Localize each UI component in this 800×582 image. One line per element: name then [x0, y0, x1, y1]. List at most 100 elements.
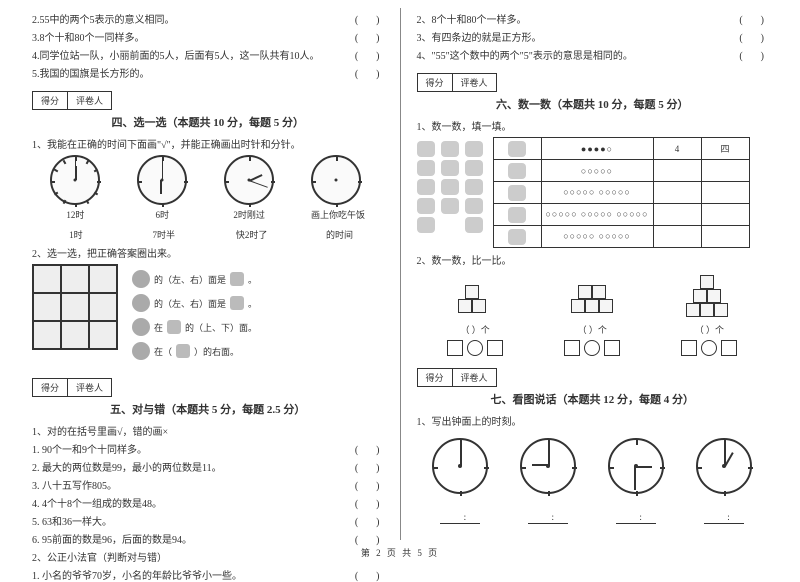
animal-icon: [508, 207, 526, 223]
score-box: 得分 评卷人: [417, 368, 497, 387]
page-footer: 第 2 页 共 5 页: [0, 546, 800, 559]
marker-label: 评卷人: [453, 74, 496, 91]
fill-text: 的（上、下）面。: [185, 321, 257, 334]
item-num: 3、: [417, 33, 432, 44]
clock-icon: [50, 155, 100, 205]
s5-q1: 1、对的在括号里画√，错的画×: [32, 423, 384, 438]
clocks-row: 12时 6时 2时刚过 画上你吃午饭: [32, 155, 384, 221]
square-icon: [564, 340, 580, 356]
item-num: 3.: [32, 33, 40, 44]
tf-item: 1. 小名的爷爷70岁，小名的年龄比爷爷小一些。( ): [32, 567, 384, 582]
score-box: 得分 评卷人: [417, 73, 497, 92]
fruit-icon: [132, 318, 150, 336]
square-icon: [721, 340, 737, 356]
cube-label: （ ）个: [578, 323, 607, 336]
paren: ( ): [739, 29, 768, 44]
clock-label: 的时间: [315, 228, 365, 241]
table-row: ●●●●○ 4 四: [493, 138, 749, 160]
score-label: 得分: [418, 74, 453, 91]
dots-cell: ○○○○○: [541, 160, 653, 182]
paren: ( ): [739, 47, 768, 62]
fruit-icon: [230, 296, 244, 310]
item-text: 同学位站一队，小丽前面的5人，后面有5人，这一队共有10人。: [40, 51, 320, 62]
clock-item: 12时: [50, 155, 100, 221]
tf-item: 6. 95前面的数是96，后面的数是94。( ): [32, 531, 384, 546]
tf-item: 2.55中的两个5表示的意义相同。( ): [32, 11, 384, 26]
time-blank: :: [528, 510, 568, 524]
dots-cell: ○○○○○ ○○○○○: [541, 226, 653, 248]
section6-title: 六、数一数（本题共 10 分，每题 5 分）: [417, 96, 769, 112]
cube-stack-icon: [567, 275, 617, 319]
score-label: 得分: [418, 369, 453, 386]
paren: ( ): [355, 567, 384, 582]
table-row: ○○○○○ ○○○○○: [493, 226, 749, 248]
fill-text: ）的右面。: [194, 345, 239, 358]
dots-cell: ●●●●○: [541, 138, 653, 160]
tf-item: 3.8个十和80个一同样多。( ): [32, 29, 384, 44]
tf-item: 2、8个十和80个一样多。( ): [417, 11, 769, 26]
clock-label: 画上你吃午饭: [311, 208, 365, 221]
tf-item: 5. 63和36一样大。( ): [32, 513, 384, 528]
clock-item: 画上你吃午饭: [311, 155, 365, 221]
tf-item: 2. 最大的两位数是99，最小的两位数是11。( ): [32, 459, 384, 474]
animal-icon: [508, 185, 526, 201]
clock-item: 2时刚过: [224, 155, 274, 221]
cubes-row: [417, 275, 769, 319]
big-clock-icon: [520, 438, 576, 494]
clock-labels-row2: 1时 7时半 快2时了 的时间: [32, 225, 384, 241]
fill-text: 的（左、右）面是: [154, 273, 226, 286]
fill-text: 的（左、右）面是: [154, 297, 226, 310]
item-num: 2、: [417, 15, 432, 26]
table-row: ○○○○○ ○○○○○: [493, 182, 749, 204]
paren: ( ): [355, 531, 384, 546]
fruit-icon: [176, 344, 190, 358]
circle-icon: [467, 340, 483, 356]
clock-label: 12时: [50, 208, 100, 221]
dots-cell: ○○○○○ ○○○○○ ○○○○○: [541, 204, 653, 226]
left-top-items: 2.55中的两个5表示的意义相同。( ) 3.8个十和80个一同样多。( ) 4…: [32, 11, 384, 80]
section7-title: 七、看图说话（本题共 12 分，每题 4 分）: [417, 391, 769, 407]
square-icon: [487, 340, 503, 356]
animal-icon: [508, 163, 526, 179]
item-num: 4.: [32, 51, 40, 62]
tf-item: 5.我国的国旗是长方形的。( ): [32, 65, 384, 80]
time-blank: :: [440, 510, 480, 524]
circle-icon: [584, 340, 600, 356]
paren: ( ): [739, 11, 768, 26]
marker-label: 评卷人: [453, 369, 496, 386]
paren: ( ): [355, 65, 384, 80]
cn-cell: 四: [701, 138, 749, 160]
s4-q2: 2、选一选，把正确答案圈出来。: [32, 245, 384, 260]
item-text: 我国的国旗是长方形的。: [40, 69, 150, 80]
left-column: 2.55中的两个5表示的意义相同。( ) 3.8个十和80个一同样多。( ) 4…: [20, 8, 396, 540]
s5-items: 1. 90个一和9个十同样多。( ) 2. 最大的两位数是99，最小的两位数是1…: [32, 441, 384, 546]
paren: ( ): [355, 29, 384, 44]
clock-icon: [224, 155, 274, 205]
square-icon: [604, 340, 620, 356]
paren: ( ): [355, 459, 384, 474]
big-clock-icon: [608, 438, 664, 494]
s6-q1: 1、数一数，填一填。: [417, 118, 769, 133]
item-text: "55"这个数中的两个"5"表示的意思是相同的。: [432, 51, 633, 62]
item-text: 4. 4个十8个一组成的数是48。: [32, 495, 355, 510]
tf-item: 4.同学位站一队，小丽前面的5人，后面有5人，这一队共有10人。 ( ): [32, 47, 384, 62]
paren: ( ): [355, 495, 384, 510]
s4-q1: 1、我能在正确的时间下面画"√"，并能正确画出时针和分针。: [32, 136, 384, 151]
animal-icon: [508, 141, 526, 157]
big-clock-icon: [696, 438, 752, 494]
shape-row: [417, 340, 769, 356]
clock-label: 2时刚过: [224, 208, 274, 221]
item-text: 5. 63和36一样大。: [32, 513, 355, 528]
tf-item: 4. 4个十8个一组成的数是48。( ): [32, 495, 384, 510]
s6-q2: 2、数一数，比一比。: [417, 252, 769, 267]
right-column: 2、8个十和80个一样多。( ) 3、有四条边的就是正方形。( ) 4、"55"…: [405, 8, 781, 540]
paren: ( ): [355, 47, 384, 62]
item-text: 55中的两个5表示的意义相同。: [40, 15, 175, 26]
clock-label: 1时: [51, 228, 101, 241]
tf-item: 3、有四条边的就是正方形。( ): [417, 29, 769, 44]
cube-label: （ ）个: [460, 323, 489, 336]
paren: ( ): [355, 11, 384, 26]
count-layout: ●●●●○ 4 四 ○○○○○ ○○○○○ ○○○○○ ○○○○○ ○○○○○ …: [417, 137, 769, 248]
fill-text: 在: [154, 321, 163, 334]
paren: ( ): [355, 441, 384, 456]
